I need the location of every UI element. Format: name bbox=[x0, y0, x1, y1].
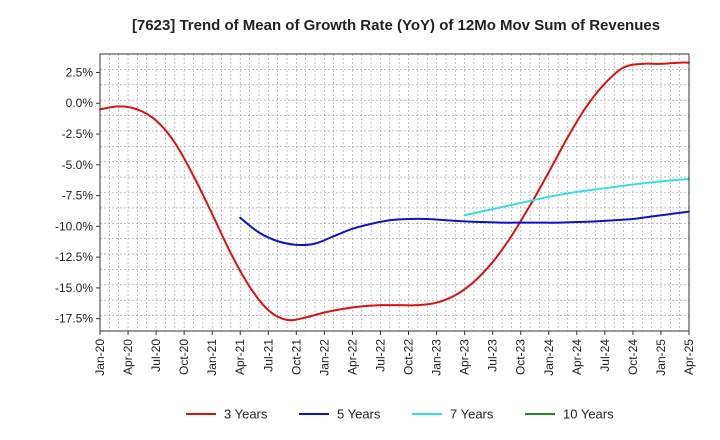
legend-label-7-years: 7 Years bbox=[450, 407, 494, 422]
y-tick-label: -7.5% bbox=[62, 189, 94, 203]
plot-area-frame bbox=[99, 53, 690, 332]
y-tick-label: 0.0% bbox=[66, 96, 94, 110]
x-tick-label: Apr-23 bbox=[458, 339, 472, 375]
series-lines bbox=[99, 61, 690, 322]
legend-label-5-years: 5 Years bbox=[337, 407, 381, 422]
legend-label-10-years: 10 Years bbox=[563, 407, 614, 422]
x-tick-label: Apr-24 bbox=[570, 339, 584, 375]
x-tick-label: Jul-21 bbox=[261, 339, 275, 372]
chart-title: [7623] Trend of Mean of Growth Rate (YoY… bbox=[132, 17, 660, 34]
grid bbox=[99, 53, 690, 332]
y-tick-label: -17.5% bbox=[55, 312, 93, 326]
y-tick-label: -12.5% bbox=[55, 250, 93, 264]
x-tick-label: Apr-20 bbox=[121, 339, 135, 375]
x-tick-label: Jan-22 bbox=[317, 339, 331, 376]
x-tick-label: Jan-24 bbox=[542, 339, 556, 376]
x-tick-label: Apr-25 bbox=[682, 339, 696, 375]
x-tick-label: Jan-23 bbox=[430, 339, 444, 376]
y-tick-label: -2.5% bbox=[62, 127, 94, 141]
x-tick-label: Jul-23 bbox=[486, 339, 500, 372]
x-tick-label: Oct-21 bbox=[289, 339, 303, 375]
y-tick-label: -15.0% bbox=[55, 281, 93, 295]
legend: 3 Years 5 Years 7 Years 10 Years bbox=[186, 407, 614, 422]
y-axis: 2.5% 0.0% -2.5% -5.0% -7.5% -10.0% -12.5% -15.0… bbox=[55, 65, 100, 326]
series-line-7-years bbox=[463, 177, 690, 217]
x-tick-label: Jul-24 bbox=[598, 339, 612, 372]
x-tick-label: Apr-22 bbox=[345, 339, 359, 375]
y-tick-label: -10.0% bbox=[55, 219, 93, 233]
x-tick-label: Jul-22 bbox=[373, 339, 387, 372]
x-tick-label: Oct-23 bbox=[514, 339, 528, 375]
series-line-3-years bbox=[99, 61, 690, 322]
x-tick-label: Oct-24 bbox=[626, 339, 640, 375]
series-line-5-years bbox=[239, 210, 690, 247]
x-tick-label: Oct-20 bbox=[177, 339, 191, 375]
x-tick-label: Jan-21 bbox=[205, 339, 219, 376]
x-tick-label: Jan-20 bbox=[93, 339, 107, 376]
x-tick-label: Apr-21 bbox=[233, 339, 247, 375]
x-axis: Jan-20 Apr-20 Jul-20 Oct-20 Jan-21 Apr-21 Jul-… bbox=[93, 331, 696, 376]
x-tick-label: Oct-22 bbox=[402, 339, 416, 375]
legend-label-3-years: 3 Years bbox=[224, 407, 268, 422]
y-tick-label: -5.0% bbox=[62, 158, 94, 172]
y-tick-label: 2.5% bbox=[66, 65, 94, 79]
x-tick-label: Jul-20 bbox=[149, 339, 163, 372]
x-tick-label: Jan-25 bbox=[654, 339, 668, 376]
